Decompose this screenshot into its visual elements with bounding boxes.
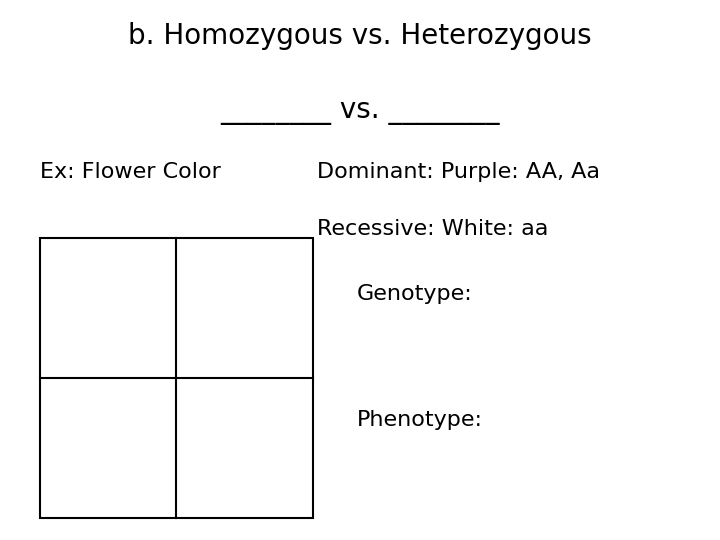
Bar: [40, 238, 313, 518]
Text: Genotype:: Genotype:: [356, 284, 472, 304]
Text: Ex: Flower Color: Ex: Flower Color: [40, 162, 220, 182]
Text: Dominant: Purple: AA, Aa: Dominant: Purple: AA, Aa: [317, 162, 600, 182]
Text: ________ vs. ________: ________ vs. ________: [220, 97, 500, 125]
Text: b. Homozygous vs. Heterozygous: b. Homozygous vs. Heterozygous: [128, 22, 592, 50]
Text: Recessive: White: aa: Recessive: White: aa: [317, 219, 548, 239]
Text: Phenotype:: Phenotype:: [356, 410, 482, 430]
